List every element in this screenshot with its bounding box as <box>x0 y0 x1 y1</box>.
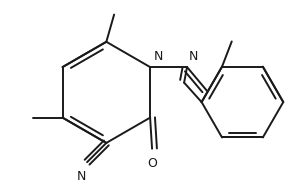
Text: N: N <box>154 50 163 63</box>
Text: N: N <box>76 170 86 183</box>
Text: N: N <box>189 50 198 63</box>
Text: O: O <box>147 157 157 169</box>
